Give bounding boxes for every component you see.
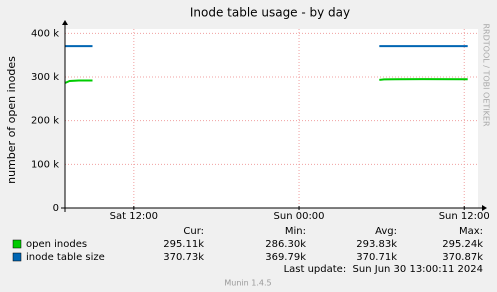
x-tick-label: Sat 12:00 bbox=[110, 211, 158, 222]
legend-value: 286.30k bbox=[265, 239, 306, 250]
legend-header: Max: bbox=[459, 226, 483, 237]
legend-value: 370.87k bbox=[442, 252, 483, 263]
y-tick-label: 400 k bbox=[31, 28, 59, 39]
chart-title: Inode table usage - by day bbox=[190, 6, 350, 20]
y-tick-label: 0 bbox=[53, 203, 59, 214]
plot-area bbox=[65, 29, 478, 208]
legend-header: Avg: bbox=[375, 226, 397, 237]
y-axis-label: number of open inodes bbox=[5, 56, 18, 184]
legend-value: 370.71k bbox=[356, 252, 397, 263]
y-axis-arrow bbox=[62, 20, 68, 25]
last-update: Last update: Sun Jun 30 13:00:11 2024 bbox=[284, 264, 483, 275]
series-line bbox=[64, 78, 468, 84]
legend-value: 295.11k bbox=[163, 239, 204, 250]
legend-label: inode table size bbox=[26, 252, 105, 263]
y-tick-label: 100 k bbox=[31, 159, 59, 170]
legend-value: 369.79k bbox=[265, 252, 306, 263]
y-tick-label: 200 k bbox=[31, 116, 59, 127]
legend-swatch bbox=[12, 252, 22, 262]
y-tick-label: 300 k bbox=[31, 72, 59, 83]
footer: Munin 1.4.5 bbox=[224, 279, 271, 288]
x-axis-arrow bbox=[482, 205, 487, 211]
x-tick-label: Sun 12:00 bbox=[439, 211, 490, 222]
legend-header: Cur: bbox=[183, 226, 204, 237]
legend-label: open inodes bbox=[26, 239, 87, 250]
legend-value: 293.83k bbox=[356, 239, 397, 250]
legend-value: 370.73k bbox=[163, 252, 204, 263]
legend-header: Min: bbox=[285, 226, 306, 237]
legend-value: 295.24k bbox=[442, 239, 483, 250]
x-tick-label: Sun 00:00 bbox=[274, 211, 325, 222]
legend-swatch bbox=[12, 239, 22, 249]
side-text: RRDTOOL / TOBI OETIKER bbox=[482, 23, 491, 126]
